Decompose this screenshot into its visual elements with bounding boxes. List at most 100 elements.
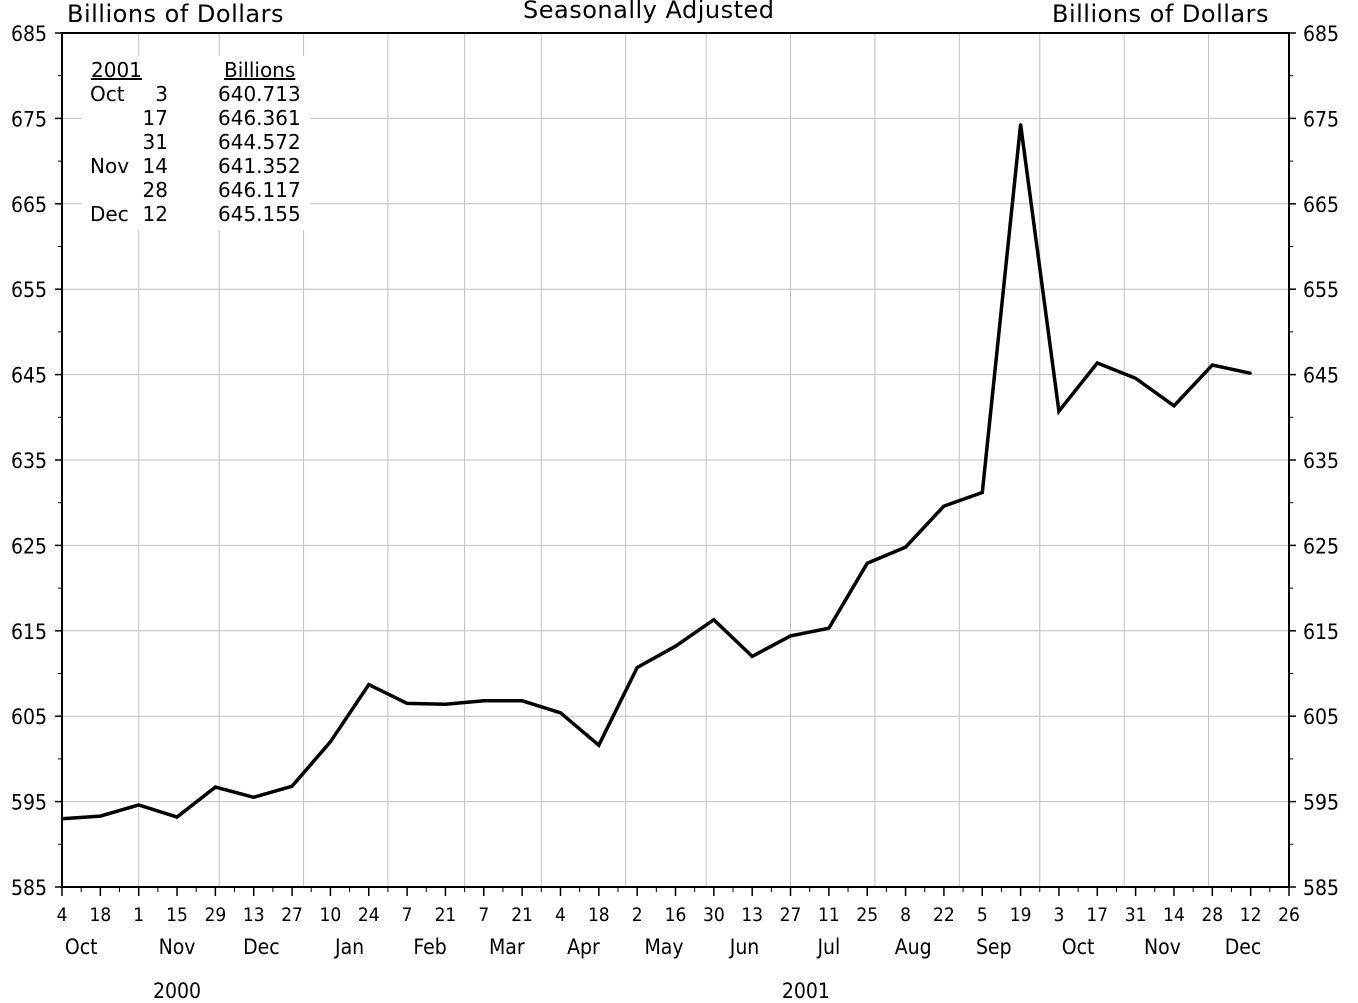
x-tick-label: 28 xyxy=(1201,904,1223,926)
legend-value-header: Billions xyxy=(224,58,296,82)
x-tick-label: 8 xyxy=(900,904,911,926)
data-point xyxy=(904,545,907,549)
y-tick-label-left: 685 xyxy=(11,22,47,46)
y-tick-label-right: 615 xyxy=(1303,620,1339,644)
data-point xyxy=(597,744,601,747)
legend-row: 28 646.117 xyxy=(86,178,306,202)
month-label: Dec xyxy=(1225,935,1262,959)
x-tick-label: 2 xyxy=(632,904,643,926)
x-tick-label: 17 xyxy=(1086,904,1108,926)
right-axis-title: Billions of Dollars xyxy=(1052,0,1270,28)
x-tick-label: 25 xyxy=(856,904,878,926)
legend-value: 640.713 xyxy=(218,82,301,106)
data-point xyxy=(290,785,294,788)
x-tick-label: 7 xyxy=(402,904,413,926)
data-point xyxy=(99,814,102,818)
y-tick-label-right: 655 xyxy=(1303,278,1339,302)
x-tick-label: 14 xyxy=(1163,904,1185,926)
month-label: Nov xyxy=(159,935,196,959)
legend-row: 17 646.361 xyxy=(86,106,306,130)
y-tick-label-left: 645 xyxy=(11,364,47,388)
x-tick-label: 21 xyxy=(511,904,533,926)
legend-day: 12 xyxy=(142,202,168,226)
y-tick-label-left: 625 xyxy=(11,534,47,558)
y-tick-label-right: 635 xyxy=(1303,449,1339,473)
legend-year-header: 2001 xyxy=(91,58,142,82)
month-label: Jun xyxy=(729,935,760,959)
data-point xyxy=(520,699,524,703)
data-table-legend: 2001 Billions Oct 3 640.713 17 646.361 3… xyxy=(82,56,310,230)
legend-month: Oct xyxy=(90,82,125,106)
y-tick-label-left: 655 xyxy=(11,278,47,302)
data-point xyxy=(252,796,255,799)
y-tick-label-left: 595 xyxy=(11,791,47,815)
x-tick-label: 3 xyxy=(1054,904,1065,926)
y-tick-label-right: 685 xyxy=(1303,22,1339,46)
month-label: Aug xyxy=(895,935,932,959)
y-tick-label-left: 675 xyxy=(11,107,47,131)
x-tick-label: 27 xyxy=(780,904,802,926)
x-tick-label: 15 xyxy=(166,904,188,926)
legend-day: 17 xyxy=(142,106,168,130)
x-tick-label: 13 xyxy=(243,904,265,926)
y-tick-label-left: 605 xyxy=(11,705,47,729)
x-tick-label: 10 xyxy=(320,904,342,926)
year-label: 2000 xyxy=(153,979,201,1003)
grid-layer xyxy=(62,33,1289,887)
data-point xyxy=(674,644,677,648)
x-tick-label: 12 xyxy=(1240,904,1262,926)
x-tick-label: 4 xyxy=(57,904,68,926)
x-tick-label: 18 xyxy=(588,904,610,926)
x-tick-label: 27 xyxy=(281,904,303,926)
data-point xyxy=(214,785,217,789)
month-label: Oct xyxy=(1062,935,1095,959)
legend-value: 641.352 xyxy=(218,154,301,178)
x-tick-label: 1 xyxy=(133,904,144,926)
year-label: 2001 xyxy=(782,979,830,1003)
month-label: Jul xyxy=(816,935,840,959)
data-point xyxy=(827,627,831,630)
y-tick-label-right: 625 xyxy=(1303,534,1339,558)
data-point xyxy=(789,634,792,638)
x-tick-label: 5 xyxy=(977,904,988,926)
x-tick-label: 11 xyxy=(818,904,840,926)
x-tick-label: 4 xyxy=(555,904,566,926)
legend-day: 14 xyxy=(142,154,168,178)
legend-row: Nov 14 641.352 xyxy=(86,154,306,178)
y-tick-label-right: 595 xyxy=(1303,791,1339,815)
data-point xyxy=(137,803,140,807)
data-point xyxy=(1096,361,1099,365)
data-point xyxy=(1211,363,1214,367)
y-tick-label-right: 645 xyxy=(1303,364,1339,388)
legend-day: 28 xyxy=(142,178,168,202)
x-tick-label: 18 xyxy=(89,904,111,926)
legend-row: Dec 12 645.155 xyxy=(86,202,306,226)
y-tick-label-left: 665 xyxy=(11,193,47,217)
x-tick-label: 16 xyxy=(665,904,687,926)
month-label: Mar xyxy=(489,935,525,959)
month-label: Sep xyxy=(976,935,1012,959)
legend-day: 3 xyxy=(155,82,168,106)
legend-value: 646.117 xyxy=(218,178,301,202)
data-point xyxy=(1134,377,1137,380)
data-point xyxy=(712,618,716,621)
data-point xyxy=(750,655,754,658)
label-layer: 585 585 595 595 605 605 615 615 625 625 635 635 645 6… xyxy=(11,22,1339,1003)
data-point xyxy=(559,711,562,714)
x-tick-label: 30 xyxy=(703,904,725,926)
data-point xyxy=(981,491,984,494)
y-tick-label-right: 605 xyxy=(1303,705,1339,729)
legend-value: 644.572 xyxy=(218,130,301,154)
chart-subtitle: Seasonally Adjusted xyxy=(523,0,775,24)
x-tick-label: 13 xyxy=(741,904,763,926)
y-tick-label-left: 615 xyxy=(11,620,47,644)
legend-day: 31 xyxy=(142,130,168,154)
series-line xyxy=(61,124,1252,821)
x-tick-label: 21 xyxy=(435,904,457,926)
month-label: May xyxy=(644,935,683,959)
legend-row: 31 644.572 xyxy=(86,130,306,154)
x-tick-label: 7 xyxy=(478,904,489,926)
data-point xyxy=(405,702,409,705)
x-tick-label: 19 xyxy=(1010,904,1032,926)
